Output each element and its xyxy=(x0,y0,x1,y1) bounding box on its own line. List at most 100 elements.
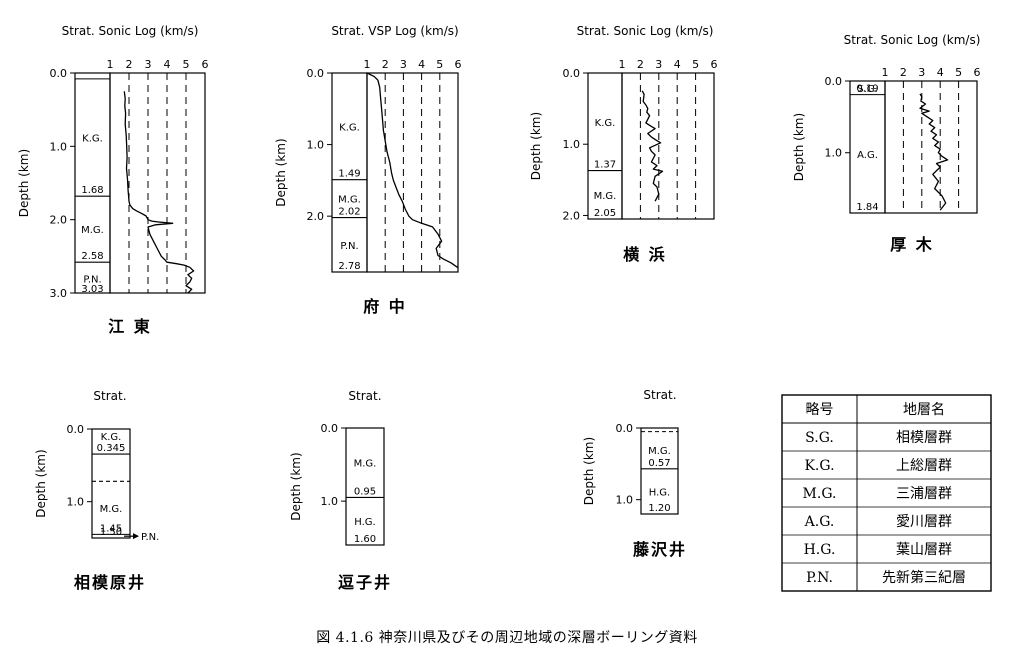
y-tick-label: 1.0 xyxy=(321,495,339,508)
borehole-figure: Strat. Sonic Log (km/s)1 2 3 4 5 60.01.02.03.… xyxy=(17,24,992,592)
legend-formation-name: 相模層群 xyxy=(896,430,952,446)
legend-abbr: A.G. xyxy=(804,514,835,530)
x-tick-label: 5 xyxy=(692,58,699,71)
y-tick-label: 1.0 xyxy=(563,138,581,151)
figure-caption: 図 4.1.6 神奈川県及びその周辺地域の深層ボーリング資料 xyxy=(316,630,698,646)
stratum-name: M.G. xyxy=(594,191,617,202)
y-axis-label: Depth (km) xyxy=(274,138,288,206)
stratum-name: A.G. xyxy=(857,150,878,161)
stratum-name: P.N. xyxy=(83,275,101,286)
strat-column xyxy=(849,80,886,214)
legend-abbr: P.N. xyxy=(806,570,833,586)
y-tick-label: 3.0 xyxy=(50,287,68,300)
x-tick-label: 2 xyxy=(382,58,389,71)
y-tick-label: 0.0 xyxy=(321,422,339,435)
stratum-name: H.G. xyxy=(649,487,670,498)
x-tick-label: 1 xyxy=(364,58,371,71)
stratum-depth-label: 0.95 xyxy=(354,486,376,497)
stratum-name: M.G. xyxy=(338,195,361,206)
stratum-depth-label: 2.78 xyxy=(338,261,360,272)
y-axis-label: Depth (km) xyxy=(792,113,806,181)
x-tick-label: 1 xyxy=(107,58,114,71)
legend-formation-name: 三浦層群 xyxy=(896,486,952,502)
borehole-panel xyxy=(70,72,206,294)
x-tick-label: 5 xyxy=(955,66,962,79)
chart-title: Strat. VSP Log (km/s) xyxy=(331,24,458,38)
stratum-name: M.G. xyxy=(81,225,104,236)
x-tick-label: 4 xyxy=(418,58,425,71)
stratum-depth-label: 2.05 xyxy=(594,208,616,219)
legend-formation-name: 愛川層群 xyxy=(896,514,952,530)
y-tick-label: 0.0 xyxy=(307,67,325,80)
x-tick-label: 3 xyxy=(400,58,407,71)
stratum-depth-label: 3.03 xyxy=(81,284,103,295)
y-axis-label: Depth (km) xyxy=(582,437,596,505)
velocity-log-curve xyxy=(123,91,195,294)
log-frame xyxy=(109,72,206,294)
log-frame xyxy=(366,72,459,273)
site-name: 江 東 xyxy=(108,317,152,336)
stratum-name: K.G. xyxy=(595,118,616,129)
chart-title: Strat. Sonic Log (km/s) xyxy=(62,24,199,38)
borehole-panel xyxy=(845,80,978,214)
chart-title: Strat. Sonic Log (km/s) xyxy=(577,24,714,38)
legend-table-border xyxy=(781,394,992,592)
strat-column xyxy=(640,427,679,515)
strat-column xyxy=(91,428,131,539)
borehole-panel xyxy=(341,427,385,546)
stratum-depth-label: 0.345 xyxy=(97,443,126,454)
x-tick-label: 4 xyxy=(674,58,681,71)
x-tick-label: 6 xyxy=(202,58,209,71)
stratum-name: M.G. xyxy=(648,446,671,457)
x-tick-label: 3 xyxy=(145,58,152,71)
y-axis-label: Depth (km) xyxy=(17,149,31,217)
legend-abbr: H.G. xyxy=(804,542,836,558)
site-name: 横 浜 xyxy=(623,245,667,264)
x-tick-label: 5 xyxy=(436,58,443,71)
y-tick-label: 0.0 xyxy=(50,67,68,80)
site-name: 逗子井 xyxy=(338,573,392,592)
x-tick-label: 6 xyxy=(974,66,981,79)
stratum-depth-label: 1.84 xyxy=(856,202,878,213)
x-tick-label: 6 xyxy=(455,58,462,71)
y-axis-label: Depth (km) xyxy=(289,452,303,520)
pointer-label: P.N. xyxy=(141,532,159,543)
y-tick-label: 0.0 xyxy=(616,422,634,435)
legend-formation-name: 先新第三紀層 xyxy=(882,569,966,586)
chart-title: Strat. xyxy=(643,388,676,402)
x-tick-label: 4 xyxy=(937,66,944,79)
y-tick-label: 1.0 xyxy=(50,140,68,153)
legend-abbr: S.G. xyxy=(805,430,834,446)
y-tick-label: 1.0 xyxy=(616,494,634,507)
chart-title: Strat. Sonic Log (km/s) xyxy=(844,33,981,47)
x-tick-label: 1 xyxy=(619,58,626,71)
chart-title: Strat. xyxy=(93,389,126,403)
stratum-depth-label: 2.58 xyxy=(81,251,103,262)
borehole-panel xyxy=(87,428,139,540)
x-tick-label: 3 xyxy=(655,58,662,71)
y-tick-label: 0.0 xyxy=(825,75,843,88)
legend-formation-name: 葉山層群 xyxy=(896,542,952,558)
y-tick-label: 2.0 xyxy=(563,209,581,222)
stratum-depth-label: 1.45 xyxy=(100,523,122,534)
stratum-depth-label: 0.57 xyxy=(648,458,670,469)
y-tick-label: 1.0 xyxy=(825,147,843,160)
strat-column xyxy=(345,427,385,546)
site-name: 厚 木 xyxy=(890,235,934,254)
legend-abbr: K.G. xyxy=(804,458,834,474)
site-name: 府 中 xyxy=(363,297,407,316)
x-tick-label: 2 xyxy=(637,58,644,71)
x-tick-label: 2 xyxy=(126,58,133,71)
y-tick-label: 2.0 xyxy=(50,214,68,227)
legend-table xyxy=(781,394,992,592)
velocity-log-curve xyxy=(919,93,949,211)
legend-header-abbr: 略号 xyxy=(806,402,834,418)
stratum-depth-label: 1.37 xyxy=(594,160,616,171)
legend-formation-name: 上総層群 xyxy=(896,458,952,474)
stratum-depth-label: 1.20 xyxy=(648,503,670,514)
legend-header-name: 地層名 xyxy=(903,402,945,418)
site-name: 藤沢井 xyxy=(633,540,687,559)
x-tick-label: 5 xyxy=(183,58,190,71)
x-tick-label: 6 xyxy=(711,58,718,71)
stratum-name: M.G. xyxy=(354,459,377,470)
